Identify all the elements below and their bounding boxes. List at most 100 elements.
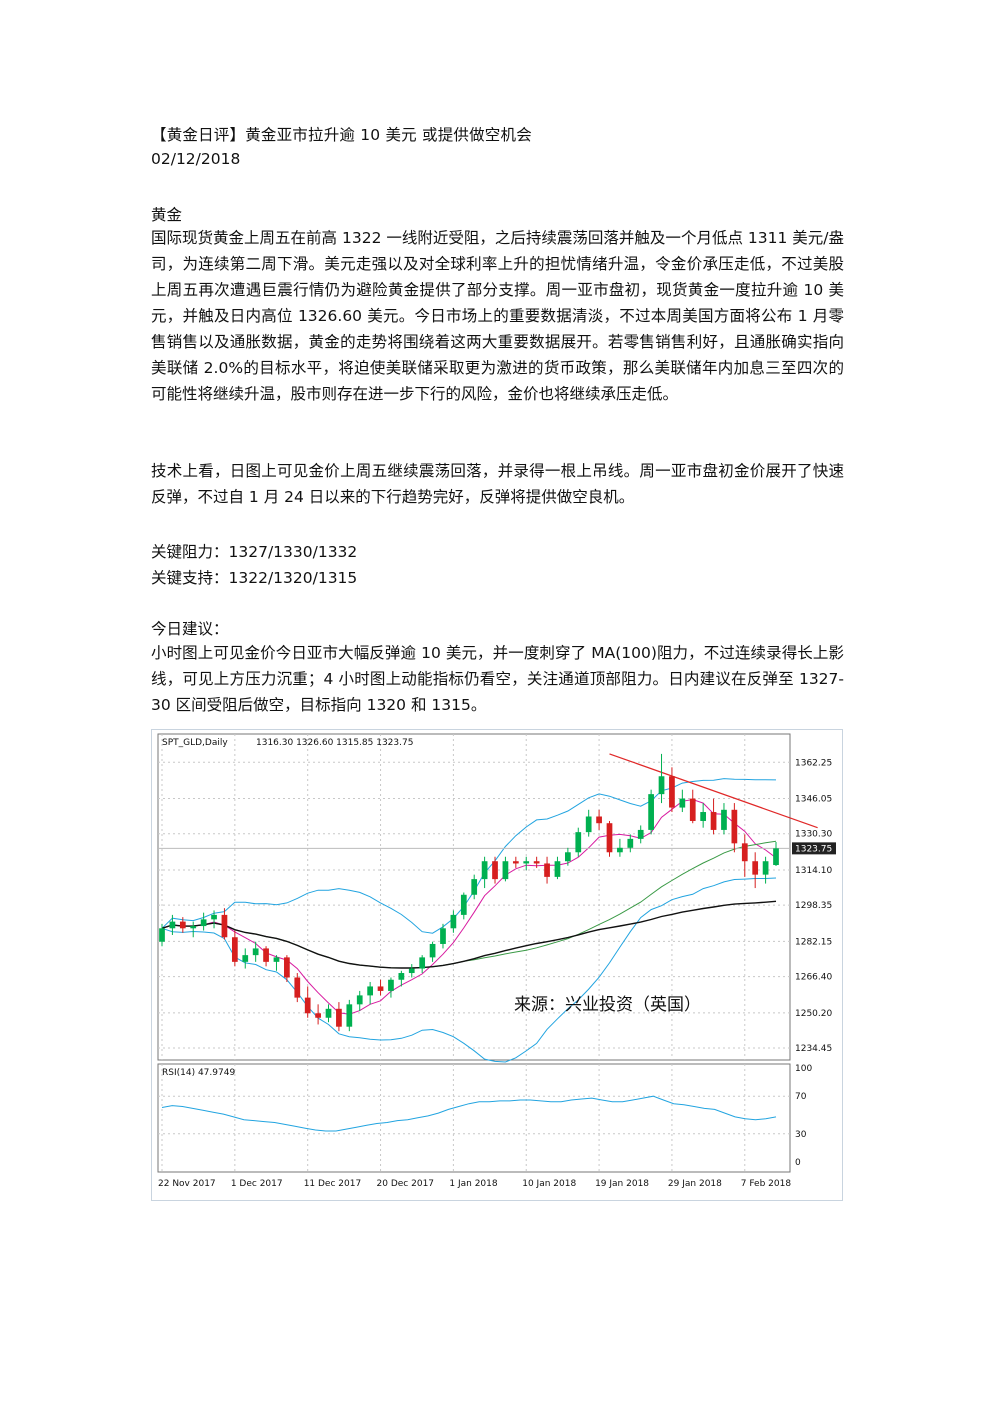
candle-body — [304, 997, 311, 1014]
candle-body — [523, 861, 530, 864]
label-layer: 1362.25 1346.05 1330.30 1314.10 1298.35 1282.… — [158, 758, 836, 1189]
candle-body — [731, 809, 738, 844]
rsi-tick-label: 0 — [795, 1158, 801, 1168]
candle-body — [533, 861, 540, 864]
price-tick-label: 1266.40 — [795, 973, 832, 983]
candle-body — [408, 968, 415, 974]
candle-body — [471, 879, 478, 895]
rsi-layer — [161, 1095, 777, 1132]
article-date: 02/12/2018 — [151, 150, 241, 168]
chart-ohlc-label: 1316.30 1326.60 1315.85 1323.75 — [256, 738, 413, 748]
candle-body — [388, 979, 394, 991]
grid-layer — [158, 734, 790, 1172]
price-tick-label: 1330.30 — [795, 830, 832, 840]
candle-body — [336, 1008, 342, 1027]
candle-body — [419, 957, 426, 969]
ma-slow-line — [161, 900, 777, 969]
candle-body — [648, 794, 654, 830]
candle-body — [221, 914, 228, 938]
candle-body — [450, 914, 457, 929]
rsi-tick-label: 100 — [795, 1064, 812, 1074]
candle-body — [721, 809, 727, 830]
candle-body — [231, 937, 238, 962]
candle-body — [689, 798, 696, 821]
candle-body — [606, 823, 613, 853]
paragraph-fundamentals: 国际现货黄金上周五在前高 1322 一线附近受阻，之后持续震荡回落并触及一个月低… — [151, 229, 844, 403]
candle-body — [565, 852, 571, 862]
date-tick-label: 7 Feb 2018 — [741, 1179, 792, 1189]
last-price-tag — [792, 842, 836, 855]
candle-body — [263, 948, 269, 962]
candle-body — [273, 957, 280, 962]
candle-layer — [159, 753, 779, 1032]
rsi-line — [161, 1095, 777, 1132]
candle-body — [346, 1004, 353, 1027]
source-label: 来源：兴业投资（英国） — [514, 995, 701, 1015]
candle-body — [585, 816, 592, 833]
candle-body — [169, 921, 176, 929]
candle-body — [617, 847, 623, 853]
date-tick-label: 22 Nov 2017 — [158, 1179, 216, 1189]
rsi-tick-label: 70 — [795, 1092, 807, 1102]
last-price-label: 1323.75 — [795, 844, 832, 854]
candle-body — [596, 816, 602, 824]
rsi-label: RSI(14) 47.9749 — [162, 1068, 235, 1078]
candle-body — [575, 832, 582, 853]
candle-body — [492, 861, 498, 880]
candle-body — [252, 948, 259, 956]
candle-body — [398, 973, 405, 980]
candle-body — [190, 926, 197, 929]
paragraph-advice: 小时图上可见金价今日亚市大幅反弹逾 10 美元，并一度刺穿了 MA(100)阻力… — [151, 644, 844, 714]
downtrend-line — [609, 753, 818, 829]
price-tick-label: 1234.45 — [795, 1044, 832, 1054]
price-tick-label: 1282.15 — [795, 937, 832, 947]
candle-body — [741, 843, 748, 862]
advice-heading: 今日建议： — [151, 620, 229, 638]
candle-body — [325, 1008, 332, 1018]
date-tick-label: 10 Jan 2018 — [522, 1179, 576, 1189]
candle-body — [356, 995, 363, 1005]
date-tick-label: 19 Jan 2018 — [595, 1179, 649, 1189]
candle-body — [481, 861, 488, 880]
candle-body — [502, 861, 509, 880]
date-tick-label: 1 Dec 2017 — [231, 1179, 283, 1189]
key-resistance: 关键阻力：1327/1330/1332 — [151, 543, 358, 561]
rsi-tick-label: 30 — [795, 1130, 807, 1140]
price-tick-label: 1250.20 — [795, 1009, 832, 1019]
date-tick-label: 29 Jan 2018 — [668, 1179, 722, 1189]
date-tick-label: 20 Dec 2017 — [377, 1179, 435, 1189]
candle-body — [367, 986, 373, 996]
price-tick-label: 1362.25 — [795, 758, 832, 768]
candle-body — [159, 928, 165, 942]
candle-body — [294, 977, 301, 998]
candle-body — [710, 812, 717, 830]
candle-body — [512, 861, 519, 864]
candle-body — [440, 928, 446, 944]
paragraph-technical: 技术上看，日图上可见金价上周五继续震荡回落，并录得一根上吊线。周一亚市盘初金价展… — [151, 462, 844, 506]
section-heading-gold: 黄金 — [151, 206, 183, 224]
candle-body — [658, 776, 665, 795]
candle-body — [762, 861, 769, 875]
candle-body — [752, 861, 759, 875]
candle-body — [315, 1013, 321, 1018]
date-tick-label: 1 Jan 2018 — [449, 1179, 497, 1189]
candle-body — [377, 986, 384, 991]
candle-body — [669, 776, 675, 808]
candle-body — [429, 943, 436, 958]
article-title: 【黄金日评】黄金亚市拉升逾 10 美元 或提供做空机会 — [151, 126, 532, 144]
candle-body — [700, 812, 707, 821]
chart-symbol-label: SPT_GLD,Daily — [162, 738, 228, 748]
candle-body — [627, 838, 634, 848]
price-tick-label: 1298.35 — [795, 901, 832, 911]
price-tick-label: 1346.05 — [795, 794, 832, 804]
candle-body — [200, 919, 207, 927]
candle-body — [554, 861, 561, 877]
candle-body — [242, 955, 249, 962]
candle-body — [211, 914, 217, 920]
candle-body — [773, 848, 779, 866]
candle-body — [284, 957, 290, 978]
date-tick-label: 11 Dec 2017 — [304, 1179, 362, 1189]
candle-body — [179, 921, 186, 929]
price-tick-label: 1314.10 — [795, 866, 832, 876]
